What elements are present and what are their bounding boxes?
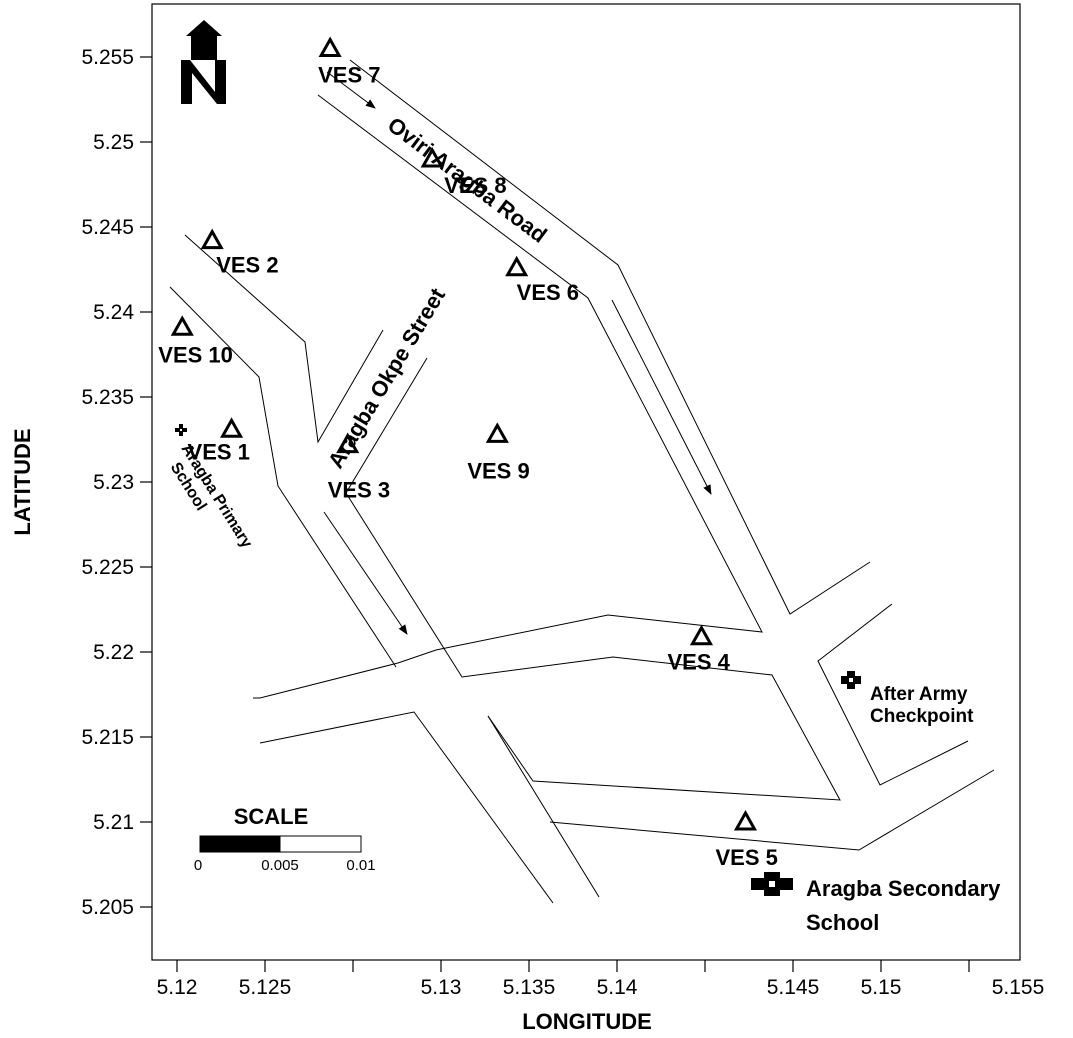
scale-tick-label: 0.005 bbox=[261, 857, 299, 874]
y-tick-label: 5.23 bbox=[93, 471, 134, 494]
ves-triangle-icon bbox=[733, 809, 758, 831]
road-network bbox=[169, 59, 995, 904]
ves-point: VES 6 bbox=[505, 255, 579, 305]
checkpoint-marker: After Army Checkpoint bbox=[841, 671, 974, 727]
y-tick-label: 5.24 bbox=[93, 301, 134, 324]
ves-triangle-icon bbox=[689, 624, 714, 646]
scale-tick-label: 0 bbox=[194, 857, 202, 874]
school-cross-icon bbox=[751, 872, 793, 896]
secondary-school-label-line2: School bbox=[806, 910, 879, 935]
y-tick-label: 5.245 bbox=[81, 216, 134, 239]
scale-title: SCALE bbox=[234, 804, 309, 829]
ves-triangle-icon bbox=[420, 146, 444, 168]
y-tick-label: 5.22 bbox=[93, 641, 134, 664]
secondary-school-label-line1: Aragba Secondary bbox=[806, 876, 1001, 901]
ves-triangle-icon bbox=[219, 417, 244, 438]
checkpoint-cross-icon bbox=[841, 671, 861, 689]
ves-point: VES 8 bbox=[420, 146, 507, 198]
road-edge bbox=[345, 357, 841, 801]
y-tick-labels: 5.255 5.25 5.245 5.24 5.235 5.23 5.225 5… bbox=[81, 46, 134, 919]
ves-triangle-icon bbox=[485, 422, 509, 443]
ves-point: VES 2 bbox=[200, 228, 279, 278]
x-tick-label: 5.15 bbox=[861, 976, 902, 999]
y-tick-label: 5.235 bbox=[81, 386, 134, 409]
ves-label: VES 1 bbox=[188, 439, 250, 464]
ves-label: VES 4 bbox=[667, 650, 730, 675]
ves-label: VES 9 bbox=[467, 458, 529, 483]
north-letter: N bbox=[0, 0, 1, 1]
scale-segment-empty bbox=[279, 835, 362, 853]
x-tick-label: 5.155 bbox=[992, 976, 1045, 999]
y-tick-label: 5.21 bbox=[93, 811, 134, 834]
ves-triangle-icon bbox=[170, 315, 194, 336]
school-cross-icon bbox=[175, 424, 187, 436]
y-tick-label: 5.255 bbox=[81, 46, 134, 69]
x-tick-label: 5.12 bbox=[157, 976, 198, 999]
road-edge bbox=[323, 511, 408, 635]
road-edge bbox=[317, 94, 763, 664]
road-edge bbox=[487, 715, 600, 898]
ves-triangle-icon bbox=[200, 228, 224, 250]
y-tick-label: 5.215 bbox=[81, 726, 134, 749]
ves-label: VES 6 bbox=[517, 280, 579, 305]
y-tick-label: 5.225 bbox=[81, 556, 134, 579]
ves-label: VES 10 bbox=[158, 342, 233, 367]
checkpoint-label-line2: Checkpoint bbox=[870, 706, 974, 727]
ves-label: VES 8 bbox=[444, 173, 506, 198]
ves-point: VES 4 bbox=[667, 624, 731, 675]
y-tick-label: 5.25 bbox=[93, 131, 134, 154]
ves-point: VES 7 bbox=[318, 36, 380, 88]
y-tick-label: 5.205 bbox=[81, 896, 134, 919]
checkpoint-label-line1: After Army bbox=[870, 684, 968, 705]
ves-point: VES 9 bbox=[467, 422, 530, 483]
ves-triangle-icon bbox=[505, 255, 529, 277]
ves-label: VES 2 bbox=[216, 253, 278, 278]
road-edge bbox=[817, 603, 969, 786]
x-tick-label: 5.135 bbox=[503, 976, 556, 999]
x-tick-labels: 5.12 5.125 5.13 5.135 5.14 5.145 5.15 5.… bbox=[157, 976, 1045, 999]
ves-point: VES 3 bbox=[328, 432, 390, 503]
scale-tick-label: 0.01 bbox=[346, 857, 375, 874]
road-edge bbox=[349, 59, 871, 615]
scale-segment-filled bbox=[199, 835, 281, 853]
road-edge bbox=[611, 299, 712, 495]
ves-points-layer: VES 1 VES 2 VES 3 VES 4 VES 5 VES 6 VES 7 VES 8… bbox=[158, 36, 778, 870]
ves-triangle-icon bbox=[318, 36, 342, 57]
ves-label: VES 3 bbox=[328, 478, 390, 503]
x-tick-label: 5.125 bbox=[239, 976, 292, 999]
road-edge bbox=[169, 286, 397, 668]
ves-triangle-icon bbox=[336, 432, 360, 454]
road-edge bbox=[253, 662, 399, 699]
x-tick-label: 5.13 bbox=[421, 976, 462, 999]
road-edge bbox=[259, 711, 554, 904]
x-axis-title: LONGITUDE bbox=[522, 1009, 652, 1033]
ves-point: VES 1 bbox=[188, 417, 250, 464]
ves-label: VES 7 bbox=[318, 63, 380, 88]
axis-tick-marks bbox=[140, 56, 970, 972]
x-tick-label: 5.145 bbox=[767, 976, 820, 999]
x-tick-label: 5.14 bbox=[597, 976, 638, 999]
road-edge bbox=[326, 71, 376, 109]
ves-point: VES 5 bbox=[715, 809, 778, 870]
ves-label: VES 5 bbox=[715, 845, 777, 870]
secondary-school-marker: Aragba Secondary School bbox=[751, 872, 1001, 935]
scale-bar: SCALE 0 0.005 0.01 bbox=[194, 804, 376, 874]
road-edge bbox=[184, 234, 384, 444]
road-edge bbox=[549, 769, 995, 851]
ves-point: VES 10 bbox=[158, 315, 233, 367]
y-axis-title: LATITUDE bbox=[10, 428, 35, 535]
north-arrow-icon: N bbox=[0, 0, 226, 104]
